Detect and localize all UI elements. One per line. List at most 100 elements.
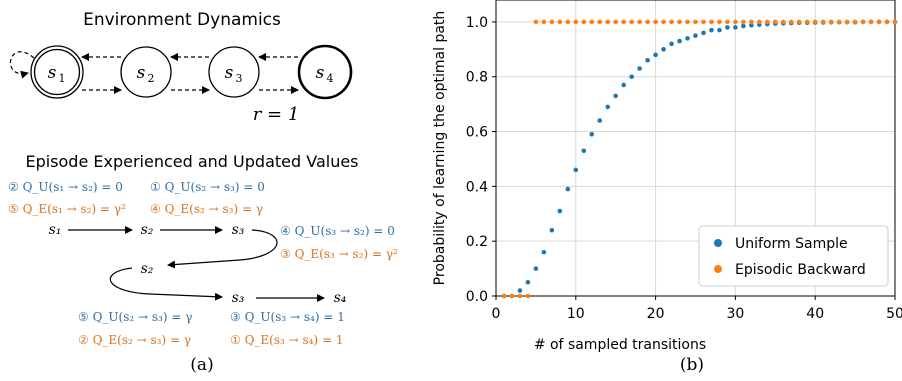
y-tick-label: 1.0 [466, 15, 488, 31]
data-point [884, 19, 890, 25]
legend-box [698, 225, 889, 287]
data-point [677, 38, 682, 44]
data-point [557, 19, 563, 25]
data-point [637, 19, 642, 25]
data-point [645, 19, 650, 25]
data-point [565, 186, 571, 192]
legend-label-uniform: Uniform Sample [735, 236, 848, 252]
y-tick-label: 0.8 [466, 70, 488, 86]
update-u2: ② Q_U(s₁ → s₂) = 0 [8, 180, 123, 194]
y-axis-label: Probability of learning the optimal path [432, 11, 448, 286]
state-s1-sub: 1 [59, 72, 66, 85]
episode-state-1: s₁ [49, 222, 62, 238]
data-point [868, 19, 874, 25]
data-point [573, 19, 579, 25]
data-point [613, 19, 618, 25]
data-point [709, 27, 714, 33]
series-layer [501, 19, 898, 299]
data-point [661, 19, 666, 25]
data-point [629, 74, 634, 80]
episode-state-2: s₂ [141, 222, 154, 238]
y-tick-label: 0.0 [466, 289, 488, 305]
data-point [661, 47, 666, 52]
data-point [701, 30, 706, 36]
reward-label: r = 1 [253, 104, 300, 125]
update-e3: ③ Q_E(s₃ → s₂) = γ² [280, 247, 398, 261]
data-point [796, 19, 802, 25]
x-tick-label: 20 [647, 306, 665, 322]
data-point [780, 19, 786, 25]
caption-a: (a) [190, 355, 213, 375]
data-point [773, 19, 778, 25]
data-point [645, 57, 650, 63]
self-loop-arrow [9, 51, 35, 79]
data-point [541, 249, 547, 255]
state-s2: s 2 [120, 46, 172, 98]
episode-title: Episode Experienced and Updated Values [25, 152, 358, 171]
state-s3-sub: 3 [236, 72, 243, 85]
data-point [653, 52, 658, 58]
right-panel: 0 10 20 30 40 50 0.0 0.2 0.4 0.6 0.8 1.0 # of samp… [432, 0, 902, 375]
x-ticks: 0 10 20 30 40 50 [492, 296, 902, 322]
state-s2-label: s [137, 63, 146, 83]
state-s4: s 4 [297, 44, 353, 100]
data-point [804, 19, 810, 25]
data-point [549, 227, 555, 233]
data-point [717, 27, 722, 33]
data-point [725, 19, 730, 25]
plot-frame [495, 0, 896, 297]
data-point [501, 293, 507, 299]
episode-arrow-3 [167, 229, 278, 269]
legend-label-episodic: Episodic Backward [735, 262, 866, 278]
data-point [749, 22, 754, 28]
data-point [733, 25, 738, 30]
data-point [669, 41, 674, 47]
data-point [517, 288, 523, 293]
state-s1: s 1 [30, 45, 84, 99]
x-tick-label: 30 [726, 306, 744, 322]
legend-marker-episodic [714, 265, 722, 273]
update-e1: ① Q_E(s₃ → s₄) = 1 [230, 333, 343, 347]
update-e4: ④ Q_E(s₂ → s₃) = γ [150, 202, 263, 216]
data-point [765, 19, 770, 25]
data-point [589, 131, 595, 137]
data-point [685, 19, 690, 25]
update-u1: ① Q_U(s₂ → s₃) = 0 [150, 180, 265, 194]
data-point [581, 148, 587, 154]
data-point [836, 19, 842, 25]
data-point [533, 266, 539, 271]
data-point [589, 19, 595, 25]
episode-state-6: s₄ [334, 290, 347, 306]
state-s4-label: s [316, 63, 325, 83]
data-point [876, 19, 882, 25]
data-point [812, 19, 818, 25]
data-point [685, 36, 690, 41]
update-e2: ② Q_E(s₂ → s₃) = γ [78, 333, 191, 347]
data-point [557, 208, 563, 214]
legend: Uniform Sample Episodic Backward [698, 225, 889, 287]
update-u3: ③ Q_U(s₃ → s₄) = 1 [230, 310, 345, 324]
data-point [733, 19, 738, 25]
data-point [629, 19, 634, 25]
episode-state-3: s₃ [232, 222, 245, 238]
data-point [749, 19, 754, 25]
series-episodic-backward [501, 19, 898, 299]
data-point [741, 19, 746, 25]
data-point [605, 104, 611, 110]
data-point [741, 23, 746, 29]
update-u4: ④ Q_U(s₃ → s₂) = 0 [280, 224, 395, 238]
state-s2-sub: 2 [148, 72, 155, 85]
state-s1-label: s [48, 63, 57, 83]
data-point [828, 19, 834, 25]
x-tick-label: 0 [492, 306, 501, 322]
data-point [613, 93, 618, 99]
data-point [693, 19, 698, 25]
data-point [525, 293, 531, 299]
data-point [669, 19, 674, 25]
y-tick-label: 0.2 [466, 234, 488, 250]
x-tick-label: 50 [886, 306, 902, 322]
data-point [788, 19, 794, 25]
data-point [860, 19, 866, 25]
data-point [701, 19, 706, 25]
state-s3: s 3 [208, 46, 260, 98]
